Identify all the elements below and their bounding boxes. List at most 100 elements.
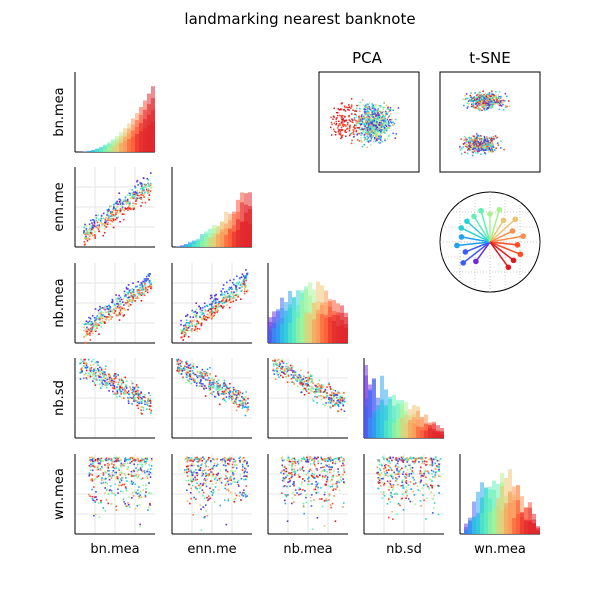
scatter-point: [188, 373, 191, 376]
scatter-point: [233, 477, 235, 480]
scatter-point: [310, 388, 312, 390]
scatter-point: [115, 465, 117, 468]
histogram-bar: [504, 503, 508, 534]
scatter-point: [320, 456, 322, 459]
scatter-point: [238, 281, 241, 283]
scatter-point: [147, 400, 149, 403]
scatter-point: [286, 520, 289, 522]
scatter-point: [148, 470, 150, 473]
scatter-point: [114, 214, 117, 217]
scatter-point: [93, 368, 95, 371]
scatter-point: [143, 460, 146, 462]
scatter-point: [380, 477, 383, 480]
scatter-point: [203, 316, 206, 318]
scatter-point: [79, 362, 81, 365]
pca-point: [384, 116, 386, 118]
scatter-point: [434, 471, 437, 474]
scatter-point: [134, 185, 136, 188]
scatter-point: [193, 496, 195, 499]
pca-point: [340, 115, 343, 117]
histogram-bar: [228, 229, 232, 247]
scatter-point: [334, 395, 337, 397]
scatter-point: [140, 406, 143, 408]
histogram-bar: [524, 520, 528, 534]
scatter-point: [89, 235, 91, 237]
scatter-point: [226, 470, 229, 473]
scatter-point: [134, 460, 136, 462]
scatter-point: [239, 277, 242, 279]
scatter-point: [115, 467, 118, 469]
scatter-point: [321, 469, 324, 472]
histogram-bar: [500, 485, 504, 534]
scatter-point: [131, 497, 133, 499]
scatter-point: [86, 334, 88, 337]
scatter-point: [86, 366, 89, 368]
scatter-point: [228, 459, 230, 461]
scatter-point: [247, 289, 249, 291]
scatter-point: [211, 377, 213, 380]
scatter-point: [217, 305, 219, 308]
pca-point: [376, 133, 378, 136]
scatter-point: [244, 459, 246, 462]
scatter-point: [341, 400, 344, 402]
scatter-point: [137, 293, 140, 295]
scatter-point: [211, 305, 213, 308]
chart-title: landmarking nearest banknote: [184, 10, 415, 28]
scatter-point: [383, 494, 386, 497]
scatter-point: [242, 283, 244, 285]
pca-point: [359, 123, 361, 125]
scatter-point: [308, 378, 311, 380]
scatter-point: [91, 479, 94, 482]
scatter-point: [91, 456, 93, 459]
pca-point: [349, 134, 351, 137]
scatter-point: [92, 499, 94, 502]
scatter-point: [116, 209, 119, 212]
scatter-point: [334, 389, 337, 392]
scatter-point: [225, 299, 228, 302]
scatter-point: [322, 476, 324, 479]
scatter-point: [214, 477, 217, 479]
scatter-point: [200, 382, 203, 385]
scatter-point: [150, 285, 153, 288]
scatter-point: [111, 458, 113, 460]
scatter-point: [176, 358, 178, 361]
pca-point: [386, 113, 389, 115]
scatter-point: [215, 305, 217, 308]
scatter-point: [299, 376, 301, 379]
scatter-point: [97, 468, 99, 471]
scatter-point: [99, 383, 101, 385]
histogram-bar: [400, 417, 404, 438]
scatter-point: [320, 466, 322, 469]
scatter-point: [303, 387, 306, 390]
scatter-point: [243, 461, 245, 463]
scatter-point: [293, 474, 296, 476]
scatter-point: [182, 332, 184, 334]
scatter-point: [235, 290, 238, 293]
scatter-point: [226, 281, 228, 284]
scatter-point: [141, 187, 144, 189]
scatter-point: [116, 458, 118, 461]
scatter-point: [320, 462, 323, 465]
scatter-point: [305, 494, 307, 496]
pca-point: [360, 116, 363, 118]
scatter-point: [114, 377, 117, 379]
scatter-point: [180, 369, 182, 372]
scatter-point: [183, 333, 186, 336]
scatter-point: [339, 478, 342, 481]
histogram-bar: [288, 322, 292, 343]
scatter-point: [89, 456, 91, 459]
scatter-point: [211, 296, 213, 299]
scatter-point: [308, 458, 310, 461]
pca-point: [359, 110, 361, 112]
scatter-point: [222, 284, 225, 286]
pca-point: [388, 124, 390, 127]
pca-point: [358, 128, 360, 131]
pca-point: [349, 120, 352, 122]
scatter-point: [405, 473, 407, 475]
scatter-point: [313, 391, 316, 394]
scatter-point: [193, 319, 195, 321]
histogram-bar: [139, 131, 143, 152]
scatter-point: [147, 183, 150, 185]
scatter-point: [342, 478, 344, 480]
pca-point: [345, 128, 348, 130]
